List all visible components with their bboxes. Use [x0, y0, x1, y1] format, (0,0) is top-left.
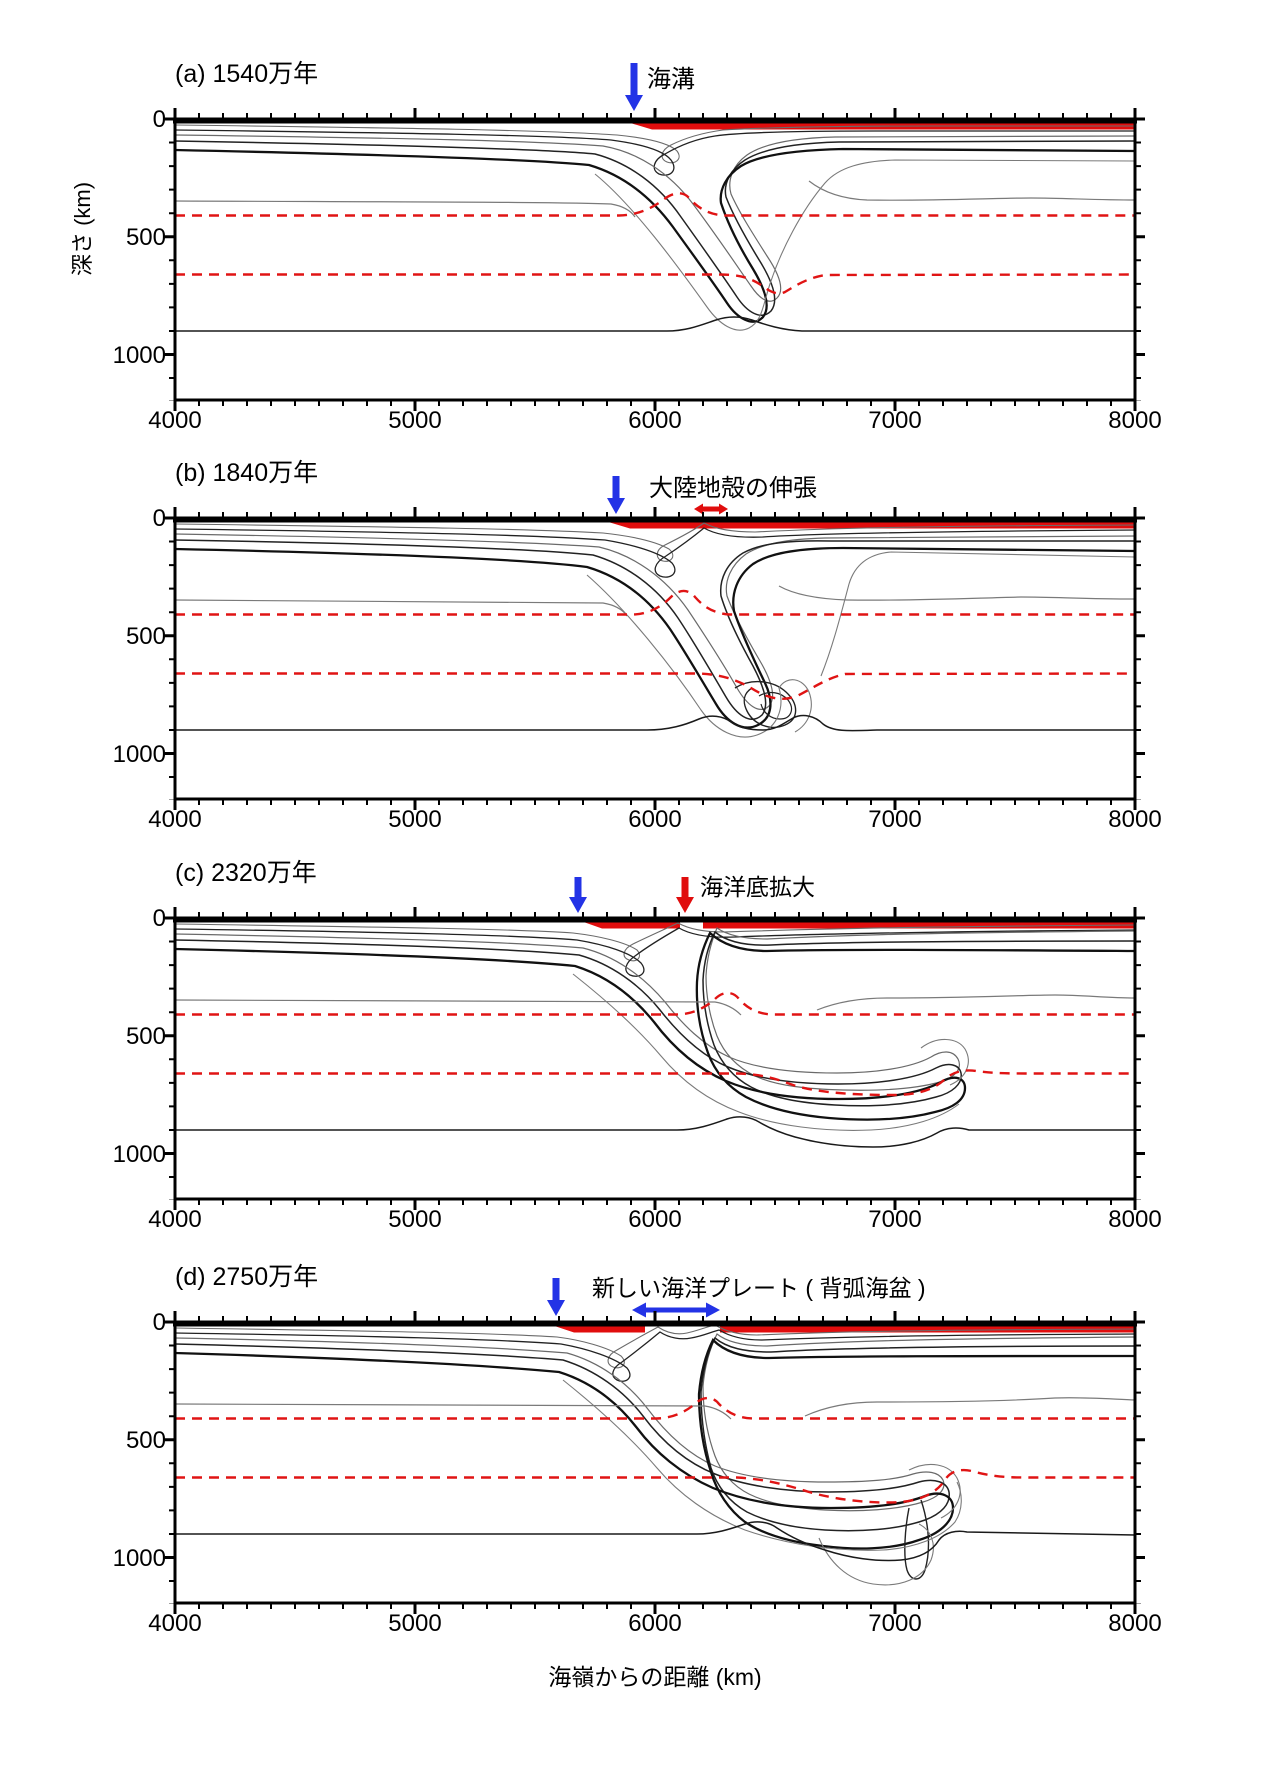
svg-text:1000: 1000: [113, 1545, 166, 1572]
svg-text:6000: 6000: [628, 407, 681, 434]
svg-text:0: 0: [153, 1309, 166, 1336]
axis-tick-labels: 0 500 1000 4000 5000 6000 7000 8000: [113, 106, 1162, 434]
svg-text:0: 0: [153, 505, 166, 532]
svg-text:5000: 5000: [388, 1610, 441, 1637]
svg-text:7000: 7000: [868, 1206, 921, 1233]
svg-text:500: 500: [126, 623, 166, 650]
oceanic-crust-band: [556, 1326, 645, 1333]
phase-boundary-660: [175, 1468, 1135, 1504]
svg-text:8000: 8000: [1108, 407, 1161, 434]
svg-text:500: 500: [126, 224, 166, 251]
trench-arrow-icon: [547, 1278, 565, 1316]
phase-boundary-410: [175, 589, 1135, 616]
svg-text:500: 500: [126, 1427, 166, 1454]
trench-arrow-icon: [625, 63, 643, 111]
svg-text:6000: 6000: [628, 1610, 681, 1637]
panel-d-annotation: 新しい海洋プレート ( 背弧海盆 ): [592, 1275, 926, 1301]
spreading-arrow-icon: [676, 877, 694, 913]
extension-double-arrow-icon: [694, 503, 728, 515]
phase-boundary-410: [175, 1396, 1135, 1420]
svg-text:1000: 1000: [113, 342, 166, 369]
axis-tick-labels: 0 500 1000 4000 5000 6000 7000 8000: [113, 505, 1162, 833]
axis-tick-labels: 0 500 1000 4000 5000 6000 7000 8000: [113, 905, 1162, 1233]
panel-a-annotation: 海溝: [647, 66, 695, 93]
panel-c-title: (c) 2320万年: [175, 859, 317, 887]
svg-text:5000: 5000: [388, 407, 441, 434]
axis-tick-labels: 0 500 1000 4000 5000 6000 7000 8000: [113, 1309, 1162, 1637]
panel-d-title: (d) 2750万年: [175, 1263, 318, 1291]
isotherm-contours: [175, 922, 1135, 1148]
isotherm-contours: [175, 522, 1135, 738]
svg-text:1000: 1000: [113, 1141, 166, 1168]
svg-text:8000: 8000: [1108, 806, 1161, 833]
svg-text:1000: 1000: [113, 741, 166, 768]
svg-text:7000: 7000: [868, 1610, 921, 1637]
panel-a-title: (a) 1540万年: [175, 60, 318, 88]
plot-frame: [165, 1311, 1145, 1614]
isotherm-contours: [175, 124, 1135, 332]
panel-a: (a) 1540万年 海溝: [113, 60, 1162, 434]
svg-text:8000: 8000: [1108, 1206, 1161, 1233]
svg-text:0: 0: [153, 905, 166, 932]
svg-text:5000: 5000: [388, 1206, 441, 1233]
y-axis-label: 深さ (km): [70, 181, 95, 277]
phase-boundary-660: [175, 273, 1135, 295]
svg-text:6000: 6000: [628, 1206, 681, 1233]
oceanic-crust-band: [720, 1326, 1135, 1333]
svg-text:5000: 5000: [388, 806, 441, 833]
plot-frame: [165, 907, 1145, 1210]
oceanic-crust-band: [610, 522, 1135, 529]
svg-text:6000: 6000: [628, 806, 681, 833]
panel-b-annotation: 大陸地殻の伸張: [649, 475, 817, 502]
trench-arrow-icon: [569, 877, 587, 913]
oceanic-crust-band: [703, 922, 1135, 929]
svg-text:4000: 4000: [148, 407, 201, 434]
phase-boundary-660: [175, 672, 1135, 700]
back-arc-double-arrow-icon: [632, 1302, 720, 1318]
plot-frame: [165, 507, 1145, 810]
panel-b: (b) 1840万年 大陸地殻の伸張: [113, 459, 1162, 833]
panel-d: (d) 2750万年 新しい海洋プレート ( 背弧海盆 ): [113, 1263, 1162, 1637]
svg-text:500: 500: [126, 1023, 166, 1050]
oceanic-crust-band: [585, 922, 680, 929]
isotherm-contours: [175, 1324, 1135, 1586]
panel-c: (c) 2320万年 海洋底拡大: [113, 859, 1162, 1233]
svg-text:7000: 7000: [868, 407, 921, 434]
svg-text:7000: 7000: [868, 806, 921, 833]
trench-arrow-icon: [607, 476, 625, 514]
svg-text:4000: 4000: [148, 1610, 201, 1637]
panel-c-annotation: 海洋底拡大: [700, 874, 815, 900]
x-axis-label: 海嶺からの距離 (km): [548, 1664, 762, 1690]
phase-boundary-660: [175, 1069, 1135, 1097]
plot-frame: [165, 108, 1145, 411]
svg-text:8000: 8000: [1108, 1610, 1161, 1637]
svg-text:4000: 4000: [148, 806, 201, 833]
panel-b-title: (b) 1840万年: [175, 459, 318, 487]
phase-boundary-410: [175, 192, 1135, 217]
svg-text:4000: 4000: [148, 1206, 201, 1233]
svg-text:0: 0: [153, 106, 166, 133]
